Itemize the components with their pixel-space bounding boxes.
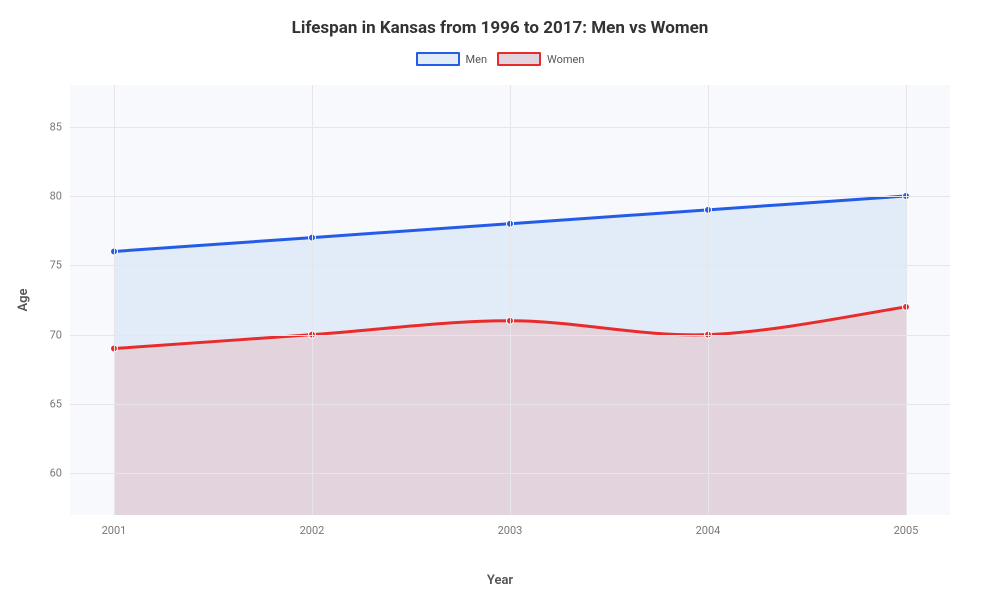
chart-title: Lifespan in Kansas from 1996 to 2017: Me… xyxy=(0,18,1000,38)
y-tick-label: 60 xyxy=(32,467,62,480)
y-tick-label: 65 xyxy=(32,398,62,411)
legend-swatch-men xyxy=(416,52,460,66)
x-tick-label: 2003 xyxy=(480,524,540,537)
y-tick-label: 70 xyxy=(32,328,62,341)
gridline-v xyxy=(906,85,907,515)
gridline-v xyxy=(708,85,709,515)
legend-item-men[interactable]: Men xyxy=(416,52,488,66)
legend: Men Women xyxy=(0,52,1000,66)
x-axis-label: Year xyxy=(0,573,1000,588)
gridline-v xyxy=(312,85,313,515)
y-tick-label: 75 xyxy=(32,259,62,272)
y-tick-label: 80 xyxy=(32,189,62,202)
x-tick-label: 2001 xyxy=(84,524,144,537)
legend-label-men: Men xyxy=(466,53,488,66)
plot-area: 60657075808520012002200320042005 xyxy=(70,85,950,515)
legend-label-women: Women xyxy=(547,53,584,66)
y-axis-label: Age xyxy=(16,288,31,311)
x-tick-label: 2004 xyxy=(678,524,738,537)
x-tick-label: 2002 xyxy=(282,524,342,537)
legend-swatch-women xyxy=(497,52,541,66)
x-tick-label: 2005 xyxy=(876,524,936,537)
legend-item-women[interactable]: Women xyxy=(497,52,584,66)
gridline-v xyxy=(114,85,115,515)
y-tick-label: 85 xyxy=(32,120,62,133)
gridline-v xyxy=(510,85,511,515)
